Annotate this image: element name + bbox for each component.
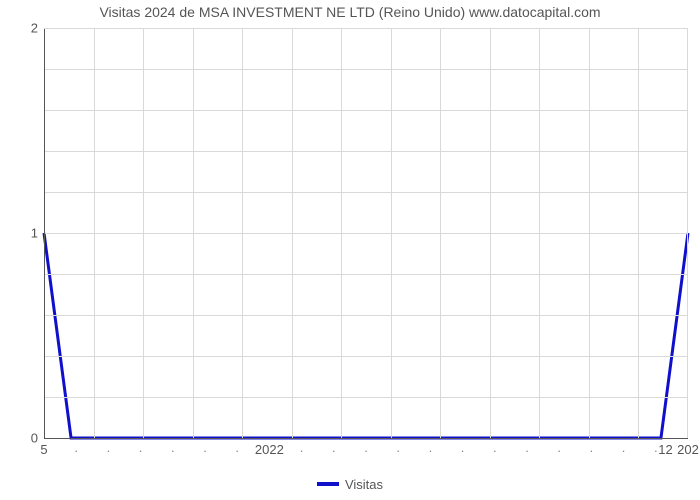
x-minor-tick: .: [557, 440, 561, 455]
gridline: [44, 110, 688, 111]
chart-title: Visitas 2024 de MSA INVESTMENT NE LTD (R…: [0, 4, 700, 20]
x-tick-label: 2022: [255, 442, 284, 457]
y-tick-label: 2: [31, 21, 38, 36]
gridline: [44, 315, 688, 316]
series-line: [44, 233, 688, 438]
x-minor-tick: .: [525, 440, 529, 455]
gridline: [440, 28, 441, 438]
gridline: [44, 192, 688, 193]
gridline: [143, 28, 144, 438]
y-axis: [44, 28, 45, 438]
legend: Visitas: [0, 474, 700, 492]
x-minor-tick: .: [654, 440, 658, 455]
x-minor-tick: .: [493, 440, 497, 455]
gridline: [341, 28, 342, 438]
x-minor-tick: .: [203, 440, 207, 455]
x-axis: [44, 438, 688, 439]
x-minor-tick: .: [171, 440, 175, 455]
chart-container: { "chart": { "type": "line", "title": "V…: [0, 0, 700, 500]
x-minor-tick: .: [235, 440, 239, 455]
gridline: [539, 28, 540, 438]
x-minor-tick: .: [590, 440, 594, 455]
plot-border-right: [687, 28, 688, 438]
x-tick-label: 202: [677, 442, 699, 457]
y-tick-label: 1: [31, 226, 38, 241]
x-tick-label: 5: [40, 442, 47, 457]
x-minor-tick: .: [332, 440, 336, 455]
gridline: [94, 28, 95, 438]
x-minor-tick: .: [396, 440, 400, 455]
gridline: [292, 28, 293, 438]
gridline: [391, 28, 392, 438]
x-minor-tick: .: [74, 440, 78, 455]
gridline: [193, 28, 194, 438]
y-tick-label: 0: [31, 431, 38, 446]
gridline: [490, 28, 491, 438]
legend-label: Visitas: [345, 477, 383, 492]
gridline: [638, 28, 639, 438]
x-tick-label: 12: [658, 442, 672, 457]
gridline: [589, 28, 590, 438]
gridline: [44, 274, 688, 275]
x-minor-tick: .: [364, 440, 368, 455]
gridline: [44, 69, 688, 70]
gridline: [44, 151, 688, 152]
gridline: [44, 356, 688, 357]
x-minor-tick: .: [107, 440, 111, 455]
gridline: [44, 233, 688, 234]
legend-swatch: [317, 482, 339, 486]
x-minor-tick: .: [461, 440, 465, 455]
gridline: [242, 28, 243, 438]
gridline: [44, 397, 688, 398]
x-minor-tick: .: [429, 440, 433, 455]
plot-border-top: [44, 28, 688, 29]
x-minor-tick: .: [139, 440, 143, 455]
x-minor-tick: .: [300, 440, 304, 455]
x-minor-tick: .: [622, 440, 626, 455]
